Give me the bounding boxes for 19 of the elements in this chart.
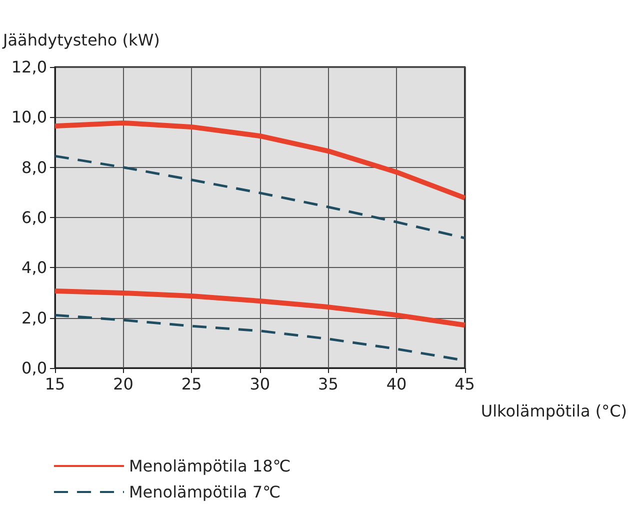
line-series: [54, 154, 466, 240]
y-tick-label: 8,0: [22, 158, 47, 177]
x-tick-label: 25: [181, 374, 202, 394]
y-axis-title: Jäähdytysteho (kW): [2, 30, 160, 50]
legend-label: Menolämpötila 18℃: [129, 456, 291, 476]
y-tick-label: 0,0: [22, 358, 47, 378]
y-tick-label: 2,0: [22, 308, 47, 328]
x-axis-title: Ulkolämpötila (°C): [480, 402, 627, 420]
x-tick-label: 40: [386, 374, 407, 394]
y-tick-label: 12,0: [11, 58, 47, 76]
y-tick-label: 10,0: [11, 108, 47, 127]
x-tick-label: 35: [318, 374, 338, 394]
y-tick-label: 6,0: [22, 208, 47, 227]
x-tick-label: 30: [250, 374, 270, 394]
x-tick-label: 15: [44, 374, 66, 394]
x-tick-label: 45: [454, 374, 475, 394]
legend-label: Menolämpötila 7℃: [129, 482, 281, 502]
x-tick-label: 20: [113, 374, 134, 394]
y-tick-label: 4,0: [22, 258, 47, 278]
